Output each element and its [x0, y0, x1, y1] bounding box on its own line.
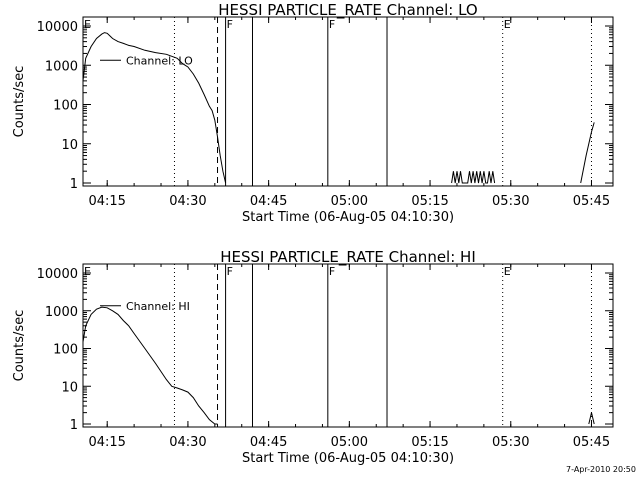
x-tick-label: 05:00 — [331, 435, 368, 450]
marker-label: F — [329, 18, 335, 31]
y-tick-label: 10000 — [37, 20, 78, 35]
panel-hi-legend-label: Channel: HI — [126, 300, 190, 313]
series-line — [82, 306, 218, 425]
panel-lo-series — [82, 32, 595, 184]
panel-lo-y-ticks: 1 10 100 1000 10000 — [37, 20, 613, 192]
x-tick-label: 05:45 — [573, 435, 610, 450]
x-tick-label: 04:45 — [250, 194, 287, 209]
x-tick-label: 04:15 — [88, 435, 125, 450]
panel-lo-legend-label: Channel: LO — [126, 54, 193, 67]
series-line — [588, 412, 595, 425]
series-line — [82, 32, 227, 184]
panel-hi-series — [82, 306, 595, 425]
x-tick-label: 05:15 — [411, 194, 448, 209]
series-line — [580, 122, 595, 184]
panel-lo-xlabel: Start Time (06-Aug-05 04:10:30) — [242, 210, 454, 225]
panel-lo-title: HESSI PARTICLE_RATE Channel: LO — [218, 1, 477, 20]
y-tick-label: 10000 — [37, 267, 78, 282]
panel-hi-y-ticks: 1 10 100 1000 10000 — [37, 267, 613, 433]
footer-timestamp: 7-Apr-2010 20:50 — [566, 465, 636, 474]
y-tick-label: 1 — [70, 418, 78, 433]
panel-hi: HESSI PARTICLE_RATE Channel: HI Start Ti… — [12, 248, 614, 466]
panel-hi-xlabel: Start Time (06-Aug-05 04:10:30) — [242, 451, 454, 466]
x-tick-label: 05:30 — [492, 194, 529, 209]
marker-label: F — [227, 18, 233, 31]
x-tick-label: 04:15 — [88, 194, 125, 209]
x-tick-label: 05:00 — [331, 194, 368, 209]
marker-label: E — [84, 265, 91, 278]
panel-hi-legend: Channel: HI — [100, 300, 190, 313]
x-tick-label: 04:30 — [169, 194, 206, 209]
panel-hi-frame — [82, 263, 614, 428]
panel-hi-ylabel: Counts/sec — [12, 310, 27, 382]
panel-hi-x-ticks: 04:15 04:30 04:45 05:00 05:15 05:30 05:45 — [88, 264, 610, 450]
panel-lo: HESSI PARTICLE_RATE Channel: LO Start Ti… — [12, 1, 614, 225]
panel-hi-title: HESSI PARTICLE_RATE Channel: HI — [220, 248, 476, 267]
x-tick-label: 04:45 — [250, 435, 287, 450]
series-line — [451, 171, 496, 184]
y-tick-label: 10 — [61, 380, 78, 395]
x-tick-label: 04:30 — [169, 435, 206, 450]
marker-label: E — [84, 18, 91, 31]
marker-label: E — [504, 18, 511, 31]
marker-label: F — [227, 265, 233, 278]
marker-label: F — [329, 265, 335, 278]
panel-lo-x-ticks: 04:15 04:30 04:45 05:00 05:15 05:30 05:45 — [88, 17, 610, 209]
y-tick-label: 100 — [53, 99, 78, 114]
x-tick-label: 05:45 — [573, 194, 610, 209]
y-tick-label: 1000 — [45, 305, 78, 320]
y-tick-label: 10 — [61, 138, 78, 153]
y-tick-label: 100 — [53, 343, 78, 358]
panel-lo-frame — [82, 16, 614, 187]
x-tick-label: 05:30 — [492, 435, 529, 450]
marker-label: E — [504, 265, 511, 278]
x-tick-label: 05:15 — [411, 435, 448, 450]
y-tick-label: 1000 — [45, 59, 78, 74]
panel-lo-ylabel: Counts/sec — [12, 66, 27, 138]
y-tick-label: 1 — [70, 177, 78, 192]
